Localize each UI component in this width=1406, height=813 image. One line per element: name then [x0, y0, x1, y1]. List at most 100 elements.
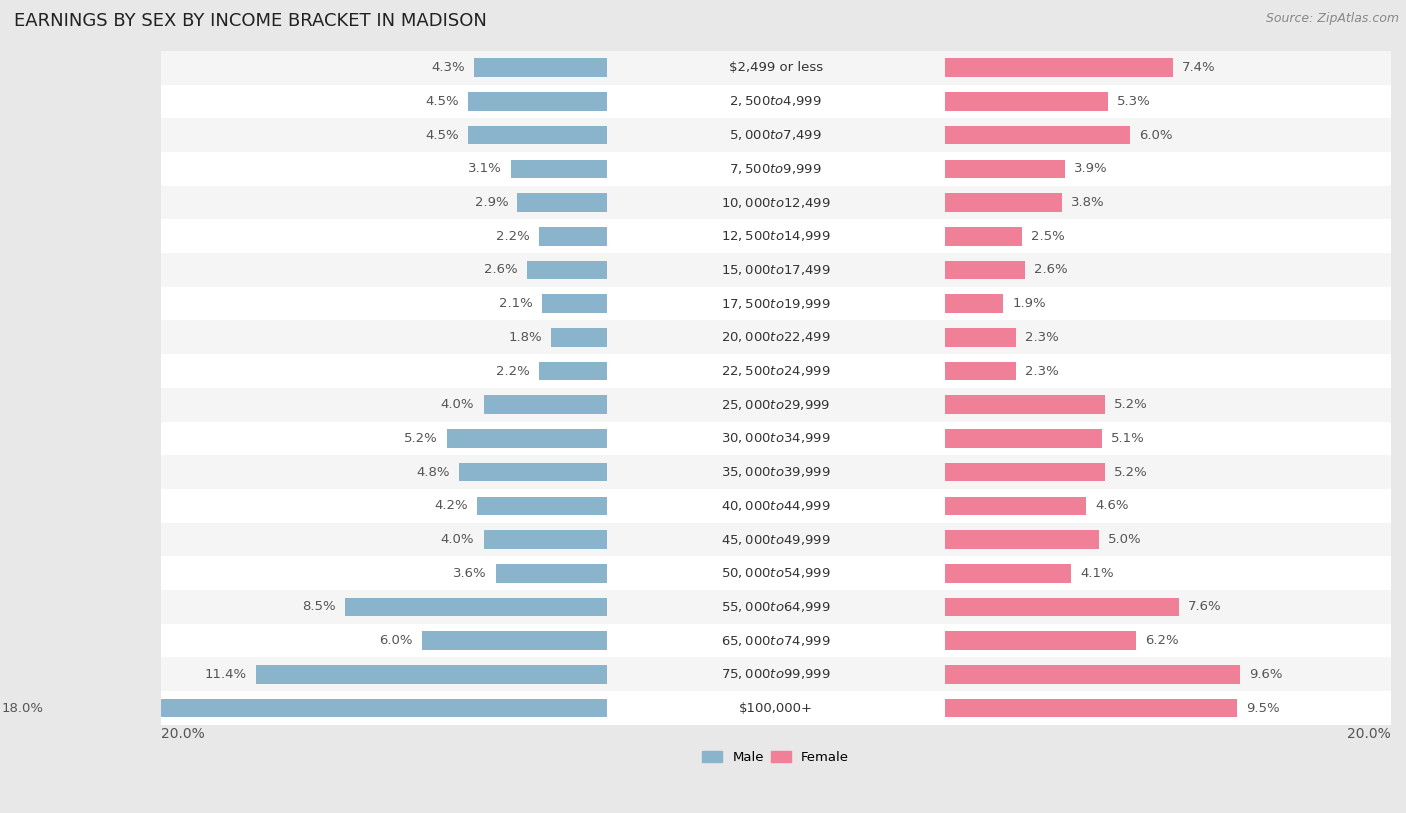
Bar	[160, 287, 1391, 320]
Text: Source: ZipAtlas.com: Source: ZipAtlas.com	[1265, 12, 1399, 25]
Bar	[945, 362, 1015, 380]
Bar	[484, 530, 606, 549]
Text: $5,000 to $7,499: $5,000 to $7,499	[730, 128, 823, 142]
Bar	[484, 395, 606, 414]
Text: $2,500 to $4,999: $2,500 to $4,999	[730, 94, 823, 108]
Text: $12,500 to $14,999: $12,500 to $14,999	[721, 229, 831, 243]
Bar	[512, 159, 606, 178]
Text: 1.9%: 1.9%	[1012, 297, 1046, 310]
Text: 3.1%: 3.1%	[468, 163, 502, 176]
Text: 4.8%: 4.8%	[416, 466, 450, 479]
Text: 2.3%: 2.3%	[1025, 331, 1059, 344]
Bar	[447, 429, 606, 448]
Text: 4.6%: 4.6%	[1095, 499, 1129, 512]
Bar	[422, 632, 606, 650]
Bar	[160, 556, 1391, 590]
Bar	[160, 388, 1391, 422]
Bar	[160, 489, 1391, 523]
Text: 6.0%: 6.0%	[1139, 128, 1173, 141]
Bar	[527, 261, 606, 279]
Bar	[945, 59, 1173, 77]
Bar	[160, 85, 1391, 118]
Bar	[945, 294, 1004, 313]
Text: $25,000 to $29,999: $25,000 to $29,999	[721, 398, 831, 411]
Bar	[945, 261, 1025, 279]
Text: 3.9%: 3.9%	[1074, 163, 1108, 176]
Text: 4.0%: 4.0%	[441, 398, 474, 411]
Text: 6.2%: 6.2%	[1144, 634, 1178, 647]
Text: 4.1%: 4.1%	[1080, 567, 1114, 580]
Text: 2.3%: 2.3%	[1025, 364, 1059, 377]
Bar	[160, 590, 1391, 624]
Bar	[945, 193, 1062, 212]
Text: 2.1%: 2.1%	[499, 297, 533, 310]
Text: 2.9%: 2.9%	[474, 196, 508, 209]
Text: 4.3%: 4.3%	[432, 61, 465, 74]
Text: $7,500 to $9,999: $7,500 to $9,999	[730, 162, 823, 176]
Bar	[945, 126, 1129, 145]
Text: 8.5%: 8.5%	[302, 601, 336, 614]
Bar	[160, 320, 1391, 354]
Bar	[478, 497, 606, 515]
Bar	[160, 658, 1391, 691]
Text: $100,000+: $100,000+	[738, 702, 813, 715]
Text: 6.0%: 6.0%	[380, 634, 413, 647]
Text: 5.2%: 5.2%	[404, 432, 437, 445]
Text: $15,000 to $17,499: $15,000 to $17,499	[721, 263, 831, 277]
Bar	[538, 227, 606, 246]
Bar	[160, 253, 1391, 287]
Text: 20.0%: 20.0%	[1347, 727, 1391, 741]
Bar	[945, 632, 1136, 650]
Text: 4.0%: 4.0%	[441, 533, 474, 546]
Bar	[945, 328, 1015, 346]
Text: 9.5%: 9.5%	[1246, 702, 1279, 715]
Bar	[468, 92, 606, 111]
Bar	[496, 564, 606, 582]
Text: EARNINGS BY SEX BY INCOME BRACKET IN MADISON: EARNINGS BY SEX BY INCOME BRACKET IN MAD…	[14, 12, 486, 30]
Bar	[517, 193, 606, 212]
Text: 18.0%: 18.0%	[1, 702, 44, 715]
Text: 2.2%: 2.2%	[496, 364, 530, 377]
Bar	[53, 698, 606, 717]
Legend: Male, Female: Male, Female	[697, 746, 855, 769]
Text: $17,500 to $19,999: $17,500 to $19,999	[721, 297, 831, 311]
Text: 2.2%: 2.2%	[496, 230, 530, 243]
Bar	[945, 598, 1178, 616]
Bar	[468, 126, 606, 145]
Text: 2.6%: 2.6%	[1035, 263, 1067, 276]
Bar	[945, 395, 1105, 414]
Bar	[945, 92, 1108, 111]
Text: $22,500 to $24,999: $22,500 to $24,999	[721, 364, 831, 378]
Bar	[945, 429, 1102, 448]
Text: $35,000 to $39,999: $35,000 to $39,999	[721, 465, 831, 479]
Bar	[160, 354, 1391, 388]
Bar	[344, 598, 606, 616]
Bar	[160, 185, 1391, 220]
Text: 5.2%: 5.2%	[1114, 398, 1147, 411]
Text: $75,000 to $99,999: $75,000 to $99,999	[721, 667, 831, 681]
Text: $40,000 to $44,999: $40,000 to $44,999	[721, 499, 831, 513]
Text: $65,000 to $74,999: $65,000 to $74,999	[721, 633, 831, 648]
Text: 4.5%: 4.5%	[425, 95, 458, 108]
Text: $55,000 to $64,999: $55,000 to $64,999	[721, 600, 831, 614]
Bar	[160, 691, 1391, 725]
Text: 7.4%: 7.4%	[1182, 61, 1215, 74]
Text: 11.4%: 11.4%	[204, 667, 246, 680]
Bar	[945, 665, 1240, 684]
Text: 4.2%: 4.2%	[434, 499, 468, 512]
Text: 4.5%: 4.5%	[425, 128, 458, 141]
Bar	[945, 530, 1098, 549]
Bar	[160, 51, 1391, 85]
Bar	[945, 463, 1105, 481]
Text: 7.6%: 7.6%	[1188, 601, 1222, 614]
Text: $50,000 to $54,999: $50,000 to $54,999	[721, 566, 831, 580]
Bar	[160, 523, 1391, 556]
Bar	[945, 159, 1064, 178]
Text: 5.1%: 5.1%	[1111, 432, 1144, 445]
Text: 1.8%: 1.8%	[509, 331, 541, 344]
Text: 3.8%: 3.8%	[1071, 196, 1105, 209]
Text: 3.6%: 3.6%	[453, 567, 486, 580]
Bar	[160, 118, 1391, 152]
Bar	[945, 497, 1087, 515]
Bar	[538, 362, 606, 380]
